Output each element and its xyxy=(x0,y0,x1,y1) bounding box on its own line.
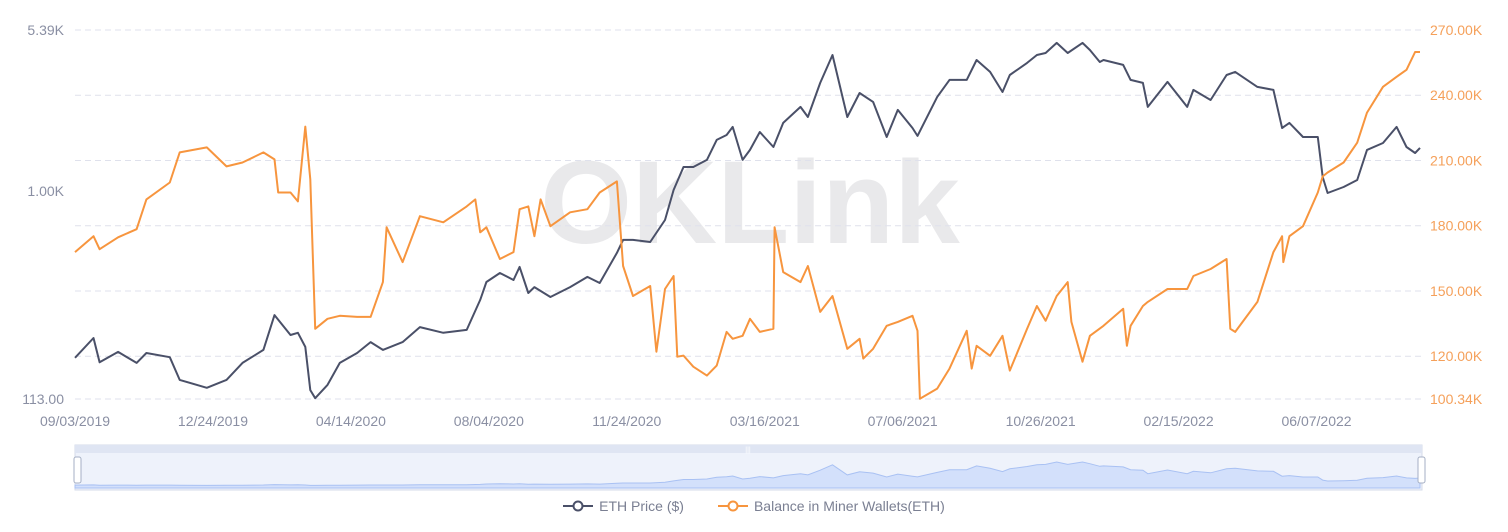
line-circle-icon xyxy=(717,500,748,512)
eth-price-line xyxy=(74,41,1421,400)
right-tick-label: 240.00K xyxy=(1430,87,1483,103)
legend-label: ETH Price ($) xyxy=(599,498,684,514)
slider-move-handle[interactable] xyxy=(75,445,1422,453)
slider-right-handle[interactable] xyxy=(1417,456,1426,484)
x-tick-label: 06/07/2022 xyxy=(1281,413,1351,429)
line-circle-icon xyxy=(563,500,594,512)
x-tick-label: 02/15/2022 xyxy=(1144,413,1214,429)
left-tick-label: 113.00 xyxy=(22,391,64,407)
left-axis: 113.00 1.00K 5.39K xyxy=(22,22,64,407)
right-tick-label: 270.00K xyxy=(1430,22,1483,38)
right-tick-label: 180.00K xyxy=(1430,218,1483,234)
legend-item-miner-balance[interactable]: Balance in Miner Wallets(ETH) xyxy=(717,498,945,514)
x-tick-label: 11/24/2020 xyxy=(592,413,661,429)
slider-left-handle[interactable] xyxy=(73,456,82,484)
right-tick-label: 100.34K xyxy=(1430,391,1483,407)
series-lines xyxy=(74,41,1421,400)
left-tick-label: 5.39K xyxy=(27,22,64,38)
miner-balance-line xyxy=(74,51,1420,400)
right-tick-label: 150.00K xyxy=(1430,283,1483,299)
x-tick-label: 04/14/2020 xyxy=(316,413,386,429)
legend-item-eth-price[interactable]: ETH Price ($) xyxy=(563,498,684,514)
watermark: OKLink xyxy=(540,137,960,269)
slider-preview-area xyxy=(74,461,1421,489)
legend-label: Balance in Miner Wallets(ETH) xyxy=(753,498,945,514)
slider-grip[interactable]: ||| xyxy=(745,447,751,454)
gridlines xyxy=(75,29,1422,400)
x-tick-label: 10/26/2021 xyxy=(1006,413,1076,429)
x-tick-label: 03/16/2021 xyxy=(730,413,800,429)
x-tick-label: 09/03/2019 xyxy=(40,413,110,429)
x-axis: 09/03/2019 12/24/2019 04/14/2020 08/04/2020… xyxy=(40,413,1352,429)
x-tick-label: 08/04/2020 xyxy=(454,413,524,429)
data-zoom-slider[interactable]: ||| xyxy=(73,444,1426,491)
right-tick-label: 120.00K xyxy=(1430,348,1483,364)
right-axis: 100.34K 120.00K 150.00K 180.00K 210.00K 240.0… xyxy=(1430,22,1483,407)
legend: ETH Price ($) Balance in Miner Wallets(E… xyxy=(0,498,1508,514)
right-tick-label: 210.00K xyxy=(1430,152,1483,168)
left-tick-label: 1.00K xyxy=(27,183,64,199)
x-tick-label: 07/06/2021 xyxy=(868,413,938,429)
x-tick-label: 12/24/2019 xyxy=(178,413,248,429)
